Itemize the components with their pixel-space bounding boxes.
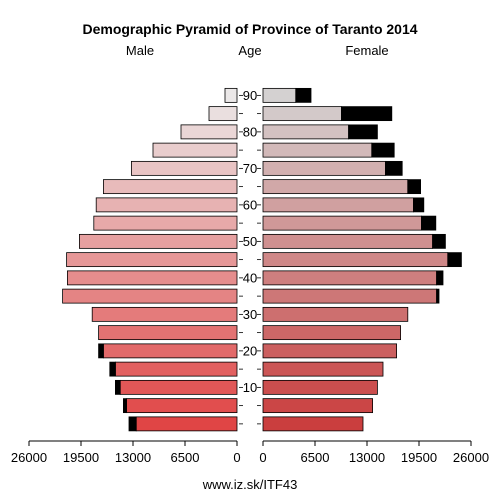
male-excess-bar-0-4 — [128, 416, 137, 432]
female-x-tick-label: 13000 — [349, 450, 385, 465]
source-label: www.iz.sk/ITF43 — [202, 477, 298, 492]
male-bar-30-34 — [91, 306, 238, 322]
female-x-tick-label: 6500 — [301, 450, 330, 465]
age-tick-label: 20 — [243, 343, 257, 358]
male-x-tick-label: 13000 — [115, 450, 151, 465]
age-tick-label: 30 — [243, 307, 257, 322]
age-tick-label: 10 — [243, 380, 257, 395]
female-label: Female — [345, 43, 388, 58]
female-bar-30-34 — [262, 306, 409, 322]
female-excess-bar-85-89 — [340, 106, 393, 122]
female-bar-35-39 — [262, 288, 438, 304]
female-excess-bar-40-44 — [436, 270, 444, 286]
female-bar-40-44 — [262, 270, 438, 286]
male-bar-5-9 — [126, 398, 238, 414]
male-bar-0-4 — [135, 416, 238, 432]
female-bar-85-89 — [262, 106, 342, 122]
female-excess-bar-65-69 — [407, 179, 421, 195]
female-excess-bar-80-84 — [348, 124, 378, 140]
age-tick-label: 80 — [243, 124, 257, 139]
female-bar-50-54 — [262, 233, 434, 249]
female-excess-bar-50-54 — [432, 233, 446, 249]
age-tick-label: 90 — [243, 88, 257, 103]
male-bar-35-39 — [62, 288, 238, 304]
female-x-tick-label: 19500 — [401, 450, 437, 465]
male-bar-20-24 — [103, 343, 238, 359]
female-bar-20-24 — [262, 343, 398, 359]
age-tick-label: 70 — [243, 161, 257, 176]
female-bar-55-59 — [262, 215, 422, 231]
age-tick-label: 40 — [243, 270, 257, 285]
male-bar-90-94 — [224, 87, 238, 103]
male-bar-85-89 — [208, 106, 238, 122]
male-excess-bar-15-19 — [109, 361, 116, 377]
female-bar-10-14 — [262, 379, 378, 395]
male-bar-40-44 — [67, 270, 238, 286]
female-excess-bar-75-79 — [371, 142, 395, 158]
male-bar-60-64 — [95, 197, 238, 213]
female-bar-65-69 — [262, 179, 409, 195]
female-bar-75-79 — [262, 142, 373, 158]
male-bar-50-54 — [79, 233, 238, 249]
male-x-tick-label: 0 — [233, 450, 240, 465]
male-bar-15-19 — [115, 361, 238, 377]
age-tick-label: 50 — [243, 234, 257, 249]
male-bar-65-69 — [103, 179, 238, 195]
female-excess-bar-35-39 — [436, 288, 440, 304]
age-label: Age — [238, 43, 261, 58]
female-bar-5-9 — [262, 398, 373, 414]
female-bar-80-84 — [262, 124, 349, 140]
female-excess-bar-45-49 — [447, 252, 462, 268]
male-bar-45-49 — [66, 252, 238, 268]
male-x-tick-label: 6500 — [171, 450, 200, 465]
male-x-tick-label: 26000 — [11, 450, 47, 465]
male-excess-bar-5-9 — [123, 398, 128, 414]
male-bar-25-29 — [98, 325, 238, 341]
female-x-tick-label: 0 — [259, 450, 266, 465]
male-label: Male — [126, 43, 154, 58]
female-bar-60-64 — [262, 197, 414, 213]
chart-title: Demographic Pyramid of Province of Taran… — [82, 21, 417, 37]
male-bar-10-14 — [119, 379, 238, 395]
age-tick-label: 60 — [243, 197, 257, 212]
male-x-tick-label: 19500 — [63, 450, 99, 465]
female-excess-bar-60-64 — [412, 197, 425, 213]
male-excess-bar-10-14 — [115, 379, 121, 395]
female-excess-bar-70-74 — [384, 160, 403, 176]
male-bar-55-59 — [93, 215, 238, 231]
female-bar-0-4 — [262, 416, 364, 432]
male-bar-80-84 — [180, 124, 238, 140]
male-excess-bar-20-24 — [98, 343, 104, 359]
bars-layer — [62, 87, 462, 432]
male-bar-75-79 — [152, 142, 238, 158]
female-bar-45-49 — [262, 252, 449, 268]
female-x-tick-label: 26000 — [453, 450, 489, 465]
male-bar-70-74 — [130, 160, 238, 176]
axes-layer: 26000 19500 13000 6500 0 0 6500 13000 19500 26000… — [11, 88, 489, 465]
female-bar-15-19 — [262, 361, 384, 377]
female-bar-90-94 — [262, 87, 297, 103]
female-bar-70-74 — [262, 160, 386, 176]
female-excess-bar-55-59 — [420, 215, 437, 231]
female-excess-bar-90-94 — [295, 87, 312, 103]
female-bar-25-29 — [262, 325, 402, 341]
